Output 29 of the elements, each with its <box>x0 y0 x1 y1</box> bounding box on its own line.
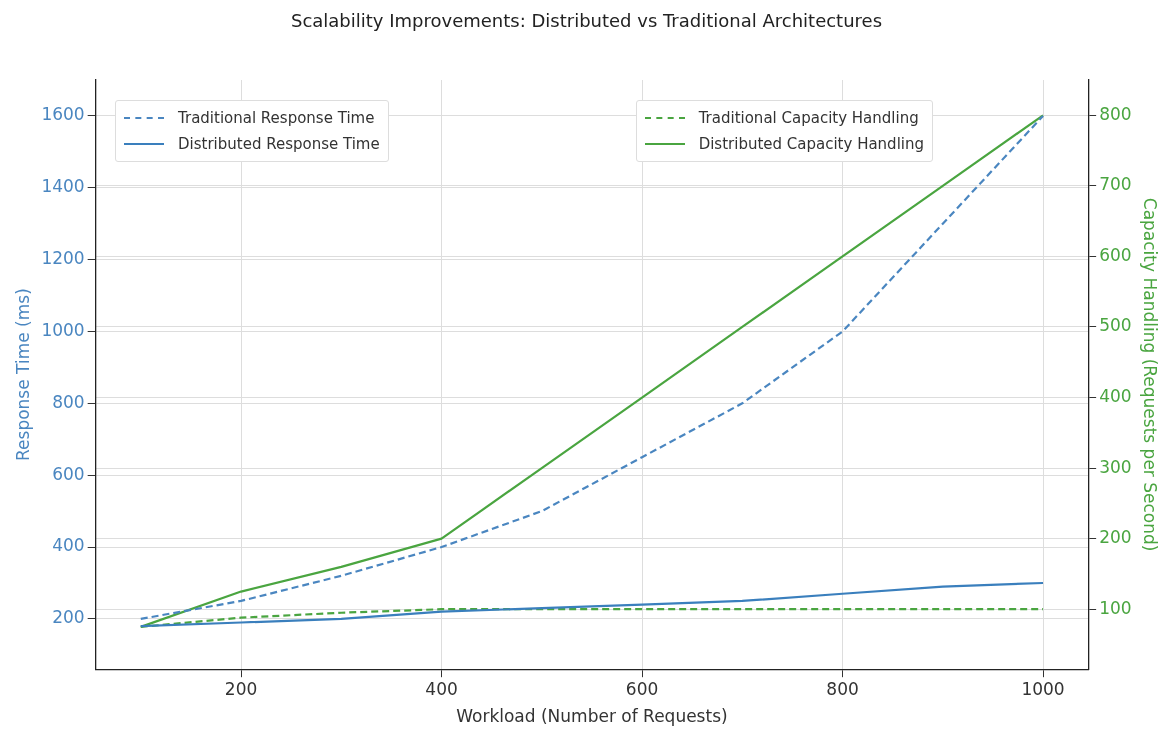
y2-tick-label: 400 <box>1099 385 1132 406</box>
y2-tick-label: 700 <box>1099 174 1132 195</box>
y-tick-label: 200 <box>52 607 85 628</box>
y-tick-label: 600 <box>52 463 85 484</box>
y2-tick-label: 500 <box>1099 315 1132 336</box>
x-tick-label: 800 <box>826 678 859 699</box>
x-tick-label: 200 <box>224 678 258 699</box>
y-tick-label: 1200 <box>41 248 85 269</box>
y2-tick-label: 300 <box>1099 456 1132 477</box>
x-axis-title: Workload (Number of Requests) <box>456 706 728 727</box>
y-axis-title: Response Time (ms) <box>12 288 33 461</box>
chart-title: Scalability Improvements: Distributed vs Traditional Architectures <box>289 10 884 31</box>
x-tick-label: 1000 <box>1021 678 1065 699</box>
x-tick-label: 400 <box>425 678 458 699</box>
y2-tick-label: 200 <box>1099 527 1132 548</box>
y2-axis-title: Capacity Handling (Requests per Second) <box>1140 197 1161 552</box>
y2-tick-label: 600 <box>1099 244 1132 265</box>
legend-label: Traditional Capacity Handling <box>698 109 919 127</box>
y-tick-label: 800 <box>52 391 85 412</box>
y-tick-label: 1600 <box>41 104 85 125</box>
y-tick-label: 1400 <box>41 176 85 197</box>
x-tick-label: 600 <box>625 678 659 699</box>
legend-label: Distributed Response Time <box>178 135 380 153</box>
legend-label: Traditional Response Time <box>178 109 375 127</box>
y2-tick-label: 800 <box>1099 103 1132 124</box>
y-tick-label: 400 <box>52 535 85 556</box>
legend-label: Distributed Capacity Handling <box>698 135 924 153</box>
y2-tick-label: 100 <box>1099 597 1132 618</box>
y-tick-label: 1000 <box>41 319 85 340</box>
